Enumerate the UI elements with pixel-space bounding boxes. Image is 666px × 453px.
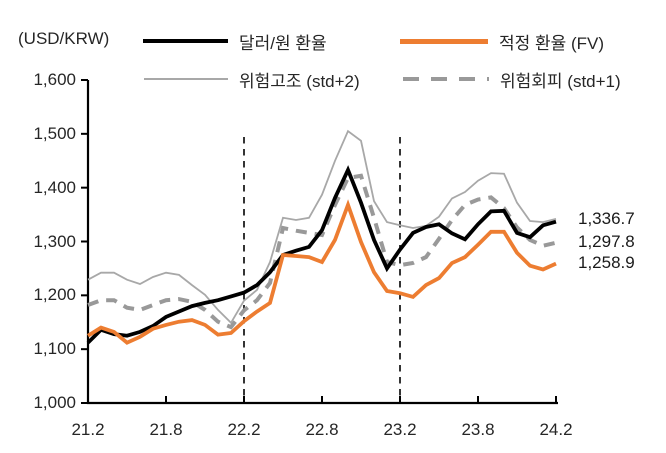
x-tick-label: 23.2 <box>383 420 417 439</box>
y-tick-label: 1,400 <box>33 178 76 197</box>
legend-line-swatch-usd-krw <box>143 39 228 43</box>
end-value-usd-krw: 1,336.7 <box>578 209 635 228</box>
x-tick-label: 21.8 <box>149 420 183 439</box>
legend-item-usd-krw: 달러/원 환율 <box>143 29 327 53</box>
axes <box>86 80 558 405</box>
legend-item-risk-high: 위험고조 (std+2) <box>144 67 360 91</box>
legend-item-risk-aversion: 위험회피 (std+1) <box>403 67 621 91</box>
line-fair-value <box>86 199 557 345</box>
x-tick-label: 22.2 <box>227 420 261 439</box>
legend-label-usd-krw: 달러/원 환율 <box>239 33 327 53</box>
y-tick-label: 1,600 <box>33 70 76 89</box>
end-value-fair-value: 1,258.9 <box>578 253 635 272</box>
x-tick-label: 22.8 <box>305 420 339 439</box>
line-risk-aversion <box>87 173 557 330</box>
legend-label-fair-value: 적정 환율 (FV) <box>499 33 605 53</box>
y-tick-label: 1,100 <box>33 339 76 358</box>
legend-label-risk-aversion: 위험회피 (std+1) <box>500 71 621 91</box>
y-tick-label: 1,500 <box>33 124 76 143</box>
legend-line-swatch-risk-high <box>144 78 228 80</box>
line-usd-krw <box>86 165 557 345</box>
y-tick-label: 1,200 <box>33 285 76 304</box>
legend-label-risk-high: 위험고조 (std+2) <box>239 71 360 91</box>
legend-dash-swatch-risk-aversion <box>403 77 489 81</box>
legend-item-fair-value: 적정 환율 (FV) <box>400 29 604 53</box>
y-tick-label: 1,300 <box>33 232 76 251</box>
line-risk-high <box>87 129 557 325</box>
y-tick-label: 1,000 <box>33 393 76 412</box>
x-tick-label: 24.2 <box>539 420 573 439</box>
legend-line-swatch-fair-value <box>400 38 488 44</box>
axis-unit-label: (USD/KRW) <box>18 29 110 48</box>
x-tick-label: 21.2 <box>71 420 105 439</box>
x-tick-label: 23.8 <box>461 420 495 439</box>
end-value-risk-aversion: 1,297.8 <box>578 232 635 251</box>
